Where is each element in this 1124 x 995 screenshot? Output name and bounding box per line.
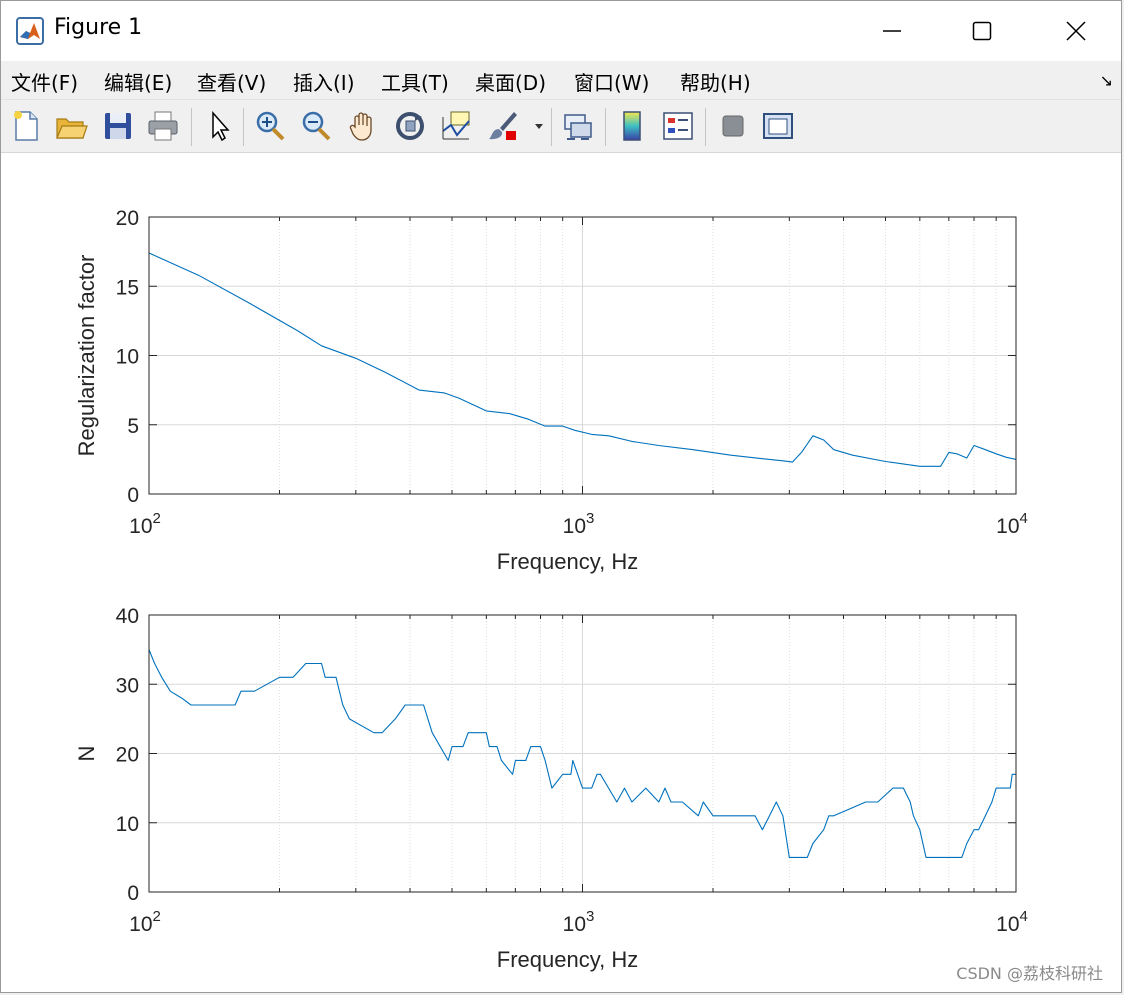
menu-edit[interactable]: 编辑(E) [104,71,173,95]
menu-help[interactable]: 帮助(H) [680,71,751,95]
toolbar-separator [705,108,706,146]
menu-desktop[interactable]: 桌面(D) [475,71,547,95]
menu-tools[interactable]: 工具(T) [381,71,449,95]
matlab-logo-icon [16,17,44,45]
save-icon[interactable] [101,109,135,143]
y-axis-label: N [74,746,99,762]
open-file-icon[interactable] [54,109,88,143]
close-icon [1066,21,1086,41]
menu-insert[interactable]: 插入(I) [293,71,355,95]
figure-toolbar [1,99,1121,153]
menu-window[interactable]: 窗口(W) [574,71,650,95]
y-tick-label: 5 [127,415,139,438]
axes-1: 0 5 10 15 20 102 103 104 Frequency, Hz Regulariza… [74,207,1028,574]
series-line-1 [148,252,1017,467]
x-axis-label: Frequency, Hz [497,947,638,972]
hide-plot-tools-icon[interactable] [716,109,750,143]
dock-arrow-icon[interactable]: ↘ [1099,71,1113,90]
colorbar-icon[interactable] [615,109,649,143]
new-figure-icon[interactable] [9,109,43,143]
show-plot-tools-icon[interactable] [761,109,795,143]
watermark: CSDN @荔枝科研社 [956,964,1103,983]
pointer-icon[interactable] [203,109,237,143]
brush-dropdown-icon[interactable] [533,120,545,132]
y-tick-label: 0 [127,484,139,507]
x-tick-label: 104 [996,908,1028,936]
close-button[interactable] [1053,9,1099,53]
title-bar[interactable]: Figure 1 [1,1,1121,61]
y-tick-label: 40 [116,605,139,628]
x-tick-label: 104 [996,510,1028,538]
menu-file[interactable]: 文件(F) [11,71,79,95]
toolbar-separator [605,108,606,146]
minimize-icon [883,30,901,32]
toolbar-separator [243,108,244,146]
plot-area: 0 5 10 15 20 102 103 104 Frequency, Hz Regulariza… [74,207,1028,972]
pan-hand-icon[interactable] [346,109,380,143]
menu-bar: 文件(F) 编辑(E) 查看(V) 插入(I) 工具(T) 桌面(D) 窗口(W… [1,61,1121,99]
x-tick-label: 103 [563,908,595,936]
brush-icon[interactable] [486,109,520,143]
legend-icon[interactable] [661,109,695,143]
y-tick-label: 30 [116,674,139,697]
window-title: Figure 1 [54,15,143,40]
toolbar-separator [551,108,552,146]
y-tick-label: 20 [116,207,139,230]
x-tick-label: 102 [129,510,161,538]
y-tick-label: 0 [127,882,139,905]
menu-view[interactable]: 查看(V) [197,71,267,95]
x-tick-label: 102 [129,908,161,936]
series-line-1 [148,649,1016,858]
data-cursor-icon[interactable] [439,109,473,143]
y-tick-label: 10 [116,346,139,369]
y-tick-label: 15 [116,276,139,299]
y-tick-label: 20 [116,744,139,767]
toolbar-separator [191,108,192,146]
link-plot-icon[interactable] [561,109,595,143]
figure-canvas: 0 5 10 15 20 102 103 104 Frequency, Hz Regulariza… [1,153,1121,992]
rotate-3d-icon[interactable] [393,109,427,143]
maximize-button[interactable] [959,9,1005,53]
maximize-icon [972,21,992,41]
x-axis-label: Frequency, Hz [497,549,638,574]
y-tick-label: 10 [116,813,139,836]
minimize-button[interactable] [869,9,915,53]
x-tick-label: 103 [563,510,595,538]
axes-2: 0 10 20 30 40 102 103 104 Frequency, Hz N [74,605,1028,972]
zoom-out-icon[interactable] [299,109,333,143]
zoom-in-icon[interactable] [253,109,287,143]
print-icon[interactable] [146,109,180,143]
y-axis-label: Regularization factor [74,255,99,457]
